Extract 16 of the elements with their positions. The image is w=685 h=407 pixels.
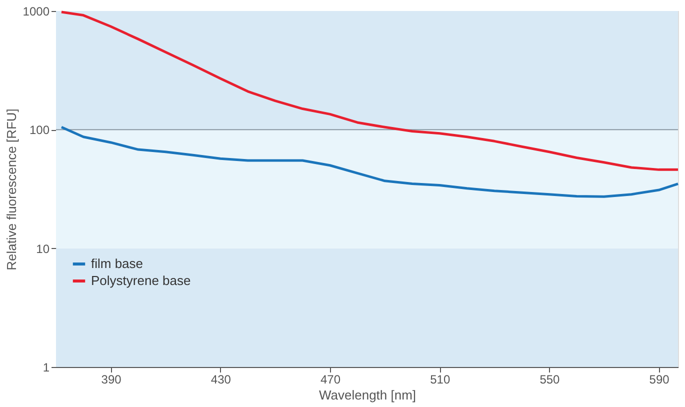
x-tick-label: 510 [430,372,450,386]
legend-label: Polystyrene base [91,273,191,288]
x-axis-title: Wavelength [nm] [318,388,416,402]
line-series [60,10,680,171]
x-tick-label: 590 [649,372,670,386]
x-tick-label: 470 [320,372,341,386]
y-tick-label: 100 [29,123,50,138]
x-tick-label: 390 [101,372,122,386]
y-tick-label: 10 [36,242,50,256]
y-tick-label: 1 [42,360,50,374]
y-axis-title: Relative fluorescence [RFU] [4,108,19,270]
x-tick-label: 430 [210,372,232,386]
x-tick-label: 550 [540,372,560,386]
line-series [60,126,680,198]
y-tick-label: 1000 [22,4,50,18]
legend-label: film base [91,256,144,271]
